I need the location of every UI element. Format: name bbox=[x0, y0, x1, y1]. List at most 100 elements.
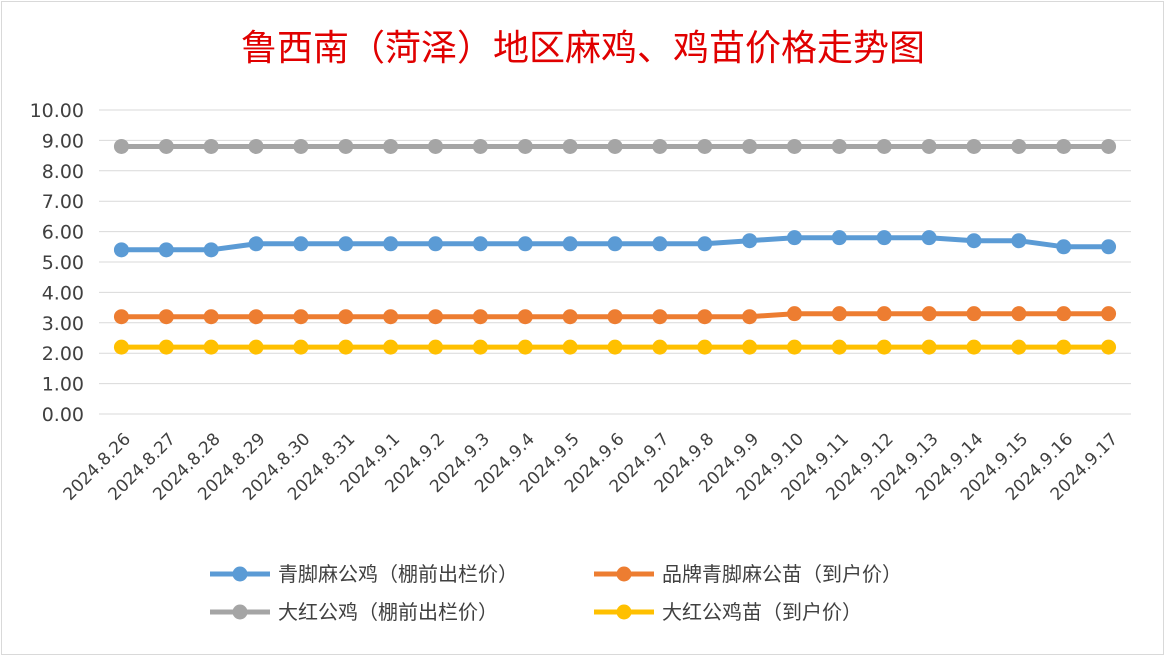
y-tick-label: 4.00 bbox=[42, 282, 84, 304]
data-point bbox=[742, 309, 758, 325]
data-point bbox=[113, 309, 129, 325]
data-point bbox=[607, 138, 623, 154]
legend-label: 大红公鸡苗（到户价） bbox=[662, 600, 862, 624]
data-point bbox=[113, 339, 129, 355]
data-point bbox=[517, 309, 533, 325]
data-point bbox=[1011, 138, 1027, 154]
data-point bbox=[472, 339, 488, 355]
data-point bbox=[158, 309, 174, 325]
data-point bbox=[876, 230, 892, 246]
y-tick-label: 7.00 bbox=[42, 191, 84, 213]
data-point bbox=[652, 236, 668, 252]
data-point bbox=[338, 309, 354, 325]
data-point bbox=[248, 138, 264, 154]
y-tick-label: 5.00 bbox=[42, 252, 84, 274]
y-axis-ticks: 0.00 1.00 2.00 3.00 4.00 5.00 6.00 7.00 8.00 9.00… bbox=[30, 100, 84, 426]
data-point bbox=[966, 138, 982, 154]
data-point bbox=[158, 339, 174, 355]
data-point bbox=[1101, 138, 1117, 154]
data-point bbox=[383, 339, 399, 355]
data-point bbox=[831, 230, 847, 246]
legend-marker bbox=[616, 604, 632, 620]
data-point bbox=[293, 236, 309, 252]
data-point bbox=[293, 309, 309, 325]
legend-marker bbox=[232, 604, 248, 620]
data-point bbox=[158, 242, 174, 258]
data-point bbox=[562, 309, 578, 325]
data-point bbox=[428, 309, 444, 325]
y-tick-label: 6.00 bbox=[42, 222, 84, 244]
series-group bbox=[113, 138, 1117, 355]
data-point bbox=[1101, 239, 1117, 255]
data-point bbox=[742, 138, 758, 154]
data-point bbox=[921, 230, 937, 246]
data-point bbox=[966, 339, 982, 355]
data-point bbox=[607, 236, 623, 252]
legend-label: 品牌青脚麻公苗（到户价） bbox=[662, 562, 902, 586]
data-point bbox=[472, 309, 488, 325]
data-point bbox=[1011, 306, 1027, 322]
data-point bbox=[697, 138, 713, 154]
data-point bbox=[1056, 306, 1072, 322]
data-point bbox=[921, 306, 937, 322]
data-point bbox=[876, 306, 892, 322]
data-point bbox=[697, 339, 713, 355]
legend-marker bbox=[616, 566, 632, 582]
data-point bbox=[1056, 138, 1072, 154]
data-point bbox=[428, 138, 444, 154]
data-point bbox=[203, 339, 219, 355]
data-point bbox=[113, 138, 129, 154]
legend-item: 大红公鸡（棚前出栏价） bbox=[210, 600, 498, 624]
data-point bbox=[383, 309, 399, 325]
data-point bbox=[607, 309, 623, 325]
data-point bbox=[203, 242, 219, 258]
data-point bbox=[697, 309, 713, 325]
series-3 bbox=[113, 339, 1117, 355]
legend-label: 青脚麻公鸡（棚前出栏价） bbox=[278, 562, 518, 586]
y-tick-label: 1.00 bbox=[42, 374, 84, 396]
data-point bbox=[203, 309, 219, 325]
data-point bbox=[203, 138, 219, 154]
data-point bbox=[248, 236, 264, 252]
legend-item: 品牌青脚麻公苗（到户价） bbox=[594, 562, 902, 586]
y-tick-label: 10.00 bbox=[30, 100, 84, 122]
data-point bbox=[383, 138, 399, 154]
legend: 青脚麻公鸡（棚前出栏价） 品牌青脚麻公苗（到户价） 大红公鸡（棚前出栏价） 大红公鸡苗… bbox=[210, 562, 902, 624]
data-point bbox=[742, 233, 758, 249]
data-point bbox=[966, 233, 982, 249]
data-point bbox=[652, 339, 668, 355]
data-point bbox=[921, 138, 937, 154]
legend-item: 青脚麻公鸡（棚前出栏价） bbox=[210, 562, 518, 586]
data-point bbox=[158, 138, 174, 154]
data-point bbox=[293, 339, 309, 355]
data-point bbox=[1056, 239, 1072, 255]
x-axis-ticks: 2024.8.262024.8.272024.8.282024.8.292024… bbox=[60, 429, 1122, 504]
data-point bbox=[113, 242, 129, 258]
data-point bbox=[562, 138, 578, 154]
legend-label: 大红公鸡（棚前出栏价） bbox=[278, 600, 498, 624]
y-tick-label: 0.00 bbox=[42, 404, 84, 426]
grid-lines bbox=[99, 109, 1131, 415]
legend-item: 大红公鸡苗（到户价） bbox=[594, 600, 862, 624]
y-tick-label: 2.00 bbox=[42, 343, 84, 365]
data-point bbox=[786, 306, 802, 322]
data-point bbox=[1101, 306, 1117, 322]
data-point bbox=[428, 236, 444, 252]
data-point bbox=[966, 306, 982, 322]
data-point bbox=[428, 339, 444, 355]
y-tick-label: 8.00 bbox=[42, 161, 84, 183]
series-2 bbox=[113, 138, 1117, 154]
data-point bbox=[831, 306, 847, 322]
data-point bbox=[1101, 339, 1117, 355]
data-point bbox=[786, 138, 802, 154]
data-point bbox=[1011, 339, 1027, 355]
data-point bbox=[652, 138, 668, 154]
data-point bbox=[1056, 339, 1072, 355]
data-point bbox=[383, 236, 399, 252]
data-point bbox=[517, 138, 533, 154]
data-point bbox=[742, 339, 758, 355]
data-point bbox=[248, 339, 264, 355]
data-point bbox=[831, 339, 847, 355]
data-point bbox=[338, 339, 354, 355]
